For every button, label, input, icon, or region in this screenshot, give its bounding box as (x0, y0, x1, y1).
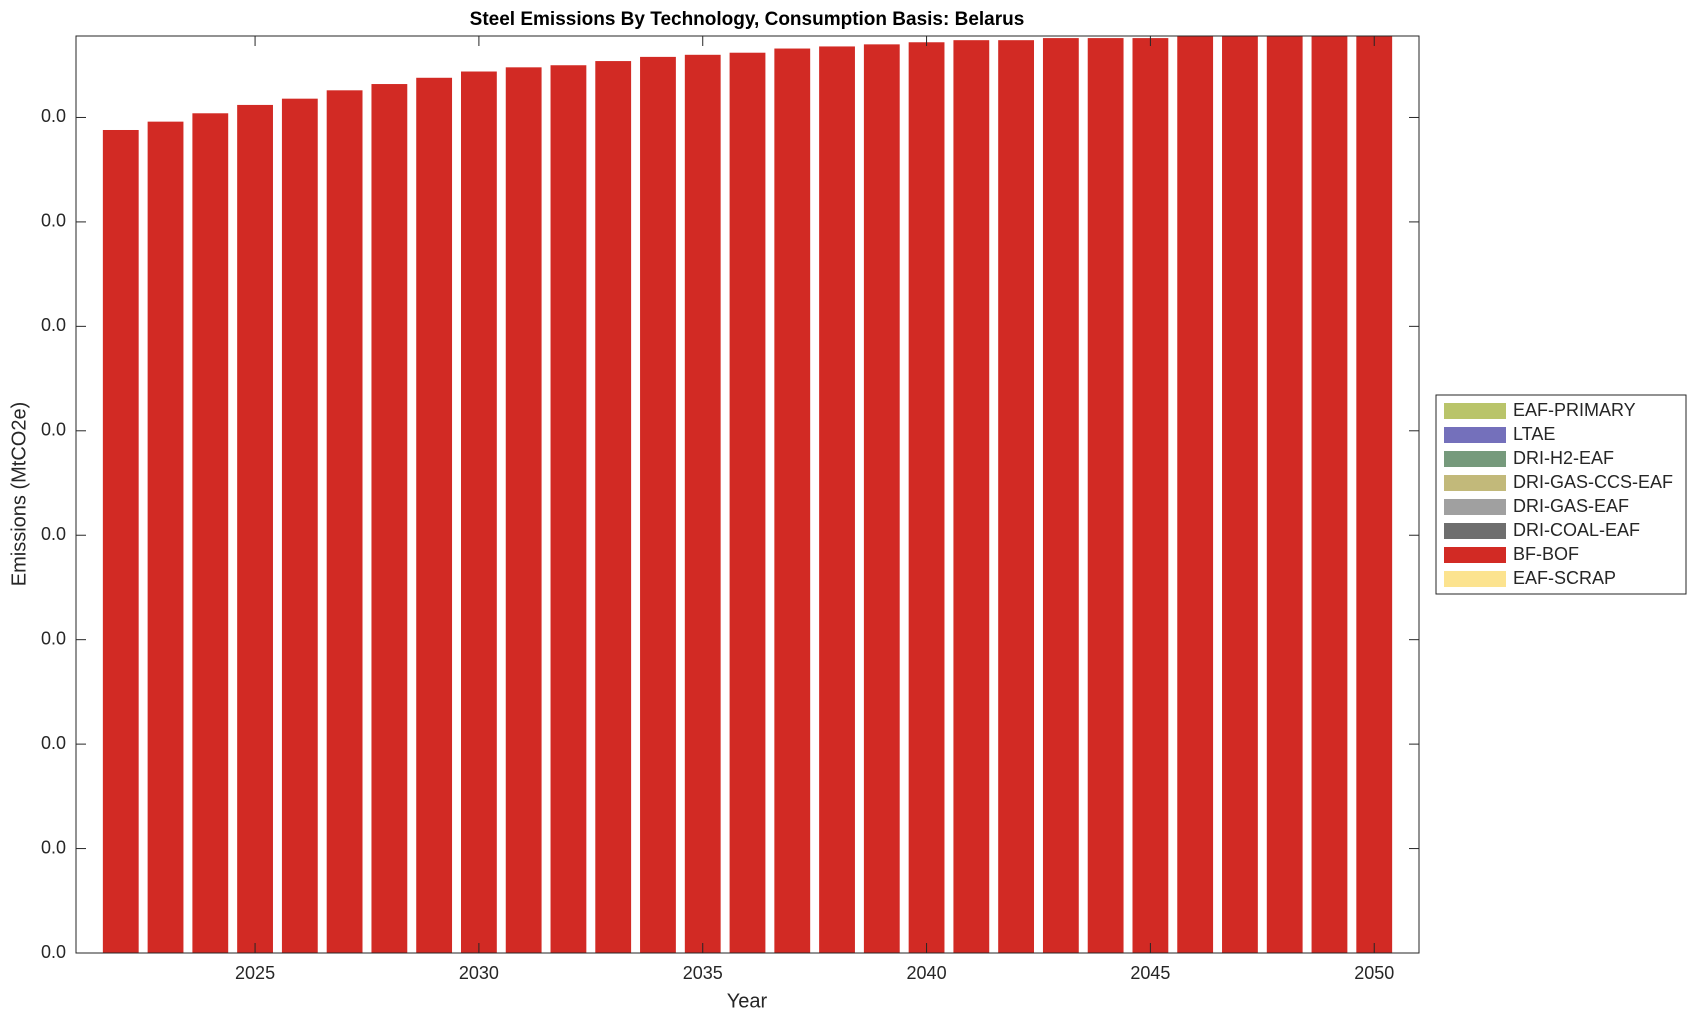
y-tick-label: 0.0 (41, 628, 66, 648)
x-tick-label: 2025 (235, 963, 275, 983)
legend-swatch (1444, 475, 1506, 491)
y-tick-label: 0.0 (41, 315, 66, 335)
plot-area (102, 36, 1393, 954)
bar-segment (1356, 36, 1393, 953)
bar-segment (1042, 38, 1079, 953)
chart-title: Steel Emissions By Technology, Consumpti… (470, 9, 1025, 30)
y-axis-label: Emissions (MtCO2e) (8, 402, 30, 586)
legend-label: LTAE (1513, 424, 1555, 444)
y-tick-label: 0.0 (41, 524, 66, 544)
bar-segment (774, 48, 811, 954)
bar-segment (505, 67, 542, 953)
bar-segment (1266, 36, 1303, 953)
bar-segment (684, 54, 721, 953)
x-tick-label: 2050 (1354, 963, 1394, 983)
x-tick-label: 2035 (683, 963, 723, 983)
legend-label: DRI-H2-EAF (1513, 448, 1614, 468)
legend-label: EAF-SCRAP (1513, 568, 1616, 588)
bar-segment (908, 42, 945, 953)
bar-segment (1087, 38, 1124, 953)
bar-segment (326, 90, 363, 953)
legend-swatch (1444, 547, 1506, 563)
bar-segment (863, 44, 900, 954)
legend-swatch (1444, 403, 1506, 419)
bar-segment (1177, 36, 1214, 953)
y-tick-label: 0.0 (41, 106, 66, 126)
bar-segment (953, 40, 990, 954)
bar-segment (102, 129, 139, 953)
legend: EAF-PRIMARY LTAE DRI-H2-EAF DRI-GAS-CCS-EAF… (1435, 394, 1687, 595)
legend-label: EAF-PRIMARY (1513, 400, 1636, 420)
bar-segment (416, 77, 453, 954)
bar-segment (192, 113, 229, 954)
legend-swatch (1444, 571, 1506, 587)
legend-swatch (1444, 499, 1506, 515)
legend-box (1435, 394, 1687, 595)
legend-swatch (1444, 427, 1506, 443)
legend-label: DRI-GAS-EAF (1513, 496, 1629, 516)
legend-label: DRI-GAS-CCS-EAF (1513, 472, 1673, 492)
bar-segment (729, 52, 766, 954)
legend-swatch (1444, 523, 1506, 539)
legend-label: BF-BOF (1513, 544, 1579, 564)
bar-segment (1222, 36, 1258, 953)
y-tick-label: 0.0 (41, 420, 66, 440)
axes-box (75, 35, 1420, 954)
x-tick-label: 2040 (907, 963, 947, 983)
bar-segment (237, 104, 273, 954)
y-tick-label: 0.0 (41, 733, 66, 753)
bar-segment (1132, 38, 1169, 953)
y-tick-label: 0.0 (41, 837, 66, 857)
y-tick-label: 0.0 (41, 942, 66, 962)
bar-segment (371, 84, 408, 954)
bar-segment (460, 71, 497, 953)
bar-segment (595, 61, 632, 954)
bar-segment (640, 56, 676, 954)
bar-segment (281, 98, 318, 953)
x-tick-label: 2030 (459, 963, 499, 983)
legend-label: DRI-COAL-EAF (1513, 520, 1640, 540)
bar-segment (819, 46, 855, 953)
bar-segment (1311, 36, 1348, 953)
x-axis-label: Year (727, 990, 768, 1012)
y-tick-label: 0.0 (41, 211, 66, 231)
bar-segment (998, 40, 1035, 954)
legend-swatch (1444, 451, 1506, 467)
bar-segment (550, 65, 587, 954)
bar-segment (147, 121, 184, 953)
x-tick-label: 2045 (1130, 963, 1170, 983)
